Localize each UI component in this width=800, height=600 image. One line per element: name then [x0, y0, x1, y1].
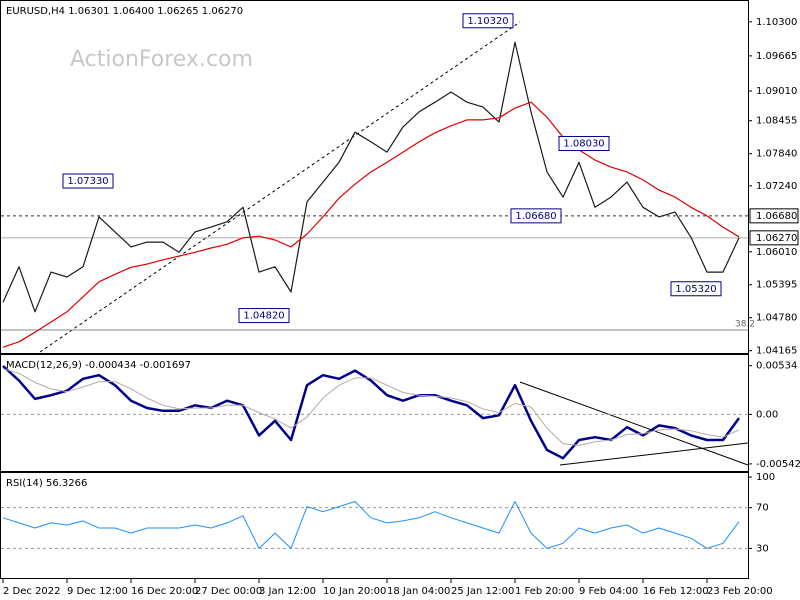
y-tick-label: 1.09665	[756, 51, 797, 62]
x-tick-label: 9 Dec 12:00	[67, 586, 128, 597]
trend-line	[39, 21, 521, 353]
annotation-box	[238, 308, 290, 324]
y-tick-label: 1.08455	[756, 116, 797, 127]
annotation-label: 1.05320	[675, 284, 716, 295]
series-line	[2, 101, 740, 348]
series-line	[2, 368, 740, 446]
y-tick-label: 1.04780	[756, 313, 797, 324]
price-box	[749, 208, 799, 224]
y-tick-label: 1.07240	[756, 181, 797, 192]
panel-title: RSI(14) 56.3266	[6, 478, 87, 489]
price-box	[749, 230, 799, 246]
x-tick-label: 10 Jan 20:00	[323, 586, 386, 597]
annotation-box	[510, 208, 562, 224]
y-tick-label: 70	[756, 503, 769, 514]
x-tick-label: 1 Feb 20:00	[515, 586, 574, 597]
x-tick-label: 9 Feb 04:00	[579, 586, 638, 597]
annotation-label: 1.07330	[67, 176, 108, 187]
x-tick-label: 27 Dec 00:00	[195, 586, 262, 597]
macd-trend-line	[519, 381, 749, 466]
annotation-box	[462, 13, 514, 29]
y-tick-label: 1.06010	[756, 247, 797, 258]
fib-label: 38.2	[735, 320, 755, 330]
series-line	[2, 41, 740, 313]
watermark: ActionForex.com	[70, 47, 253, 72]
price-box-label: 1.06680	[756, 211, 797, 222]
macd-panel-border	[0, 354, 749, 472]
annotation-label: 1.06680	[515, 211, 556, 222]
panel-title: EURUSD,H4 1.06301 1.06400 1.06265 1.0627…	[6, 6, 243, 17]
annotation-label: 1.10320	[467, 16, 508, 27]
y-tick-label: 0.00	[756, 409, 778, 420]
y-tick-label: 1.07840	[756, 149, 797, 160]
x-tick-label: 18 Jan 04:00	[387, 586, 450, 597]
x-tick-label: 23 Feb 20:00	[707, 586, 773, 597]
macd-trend-line	[559, 442, 749, 466]
price-box-label: 1.06270	[756, 233, 797, 244]
y-tick-label: 0.00534	[756, 361, 797, 372]
y-tick-label: 1.04165	[756, 346, 797, 357]
y-tick-label: 1.05395	[756, 280, 797, 291]
y-tick-label: -0.005421	[756, 459, 800, 470]
y-tick-label: 100	[756, 472, 775, 483]
price-panel-border	[0, 0, 749, 354]
annotation-label: 1.04820	[243, 311, 284, 322]
series-line	[2, 365, 741, 460]
y-tick-label: 1.09010	[756, 86, 797, 97]
rsi-panel-border	[0, 472, 749, 579]
annotation-box	[670, 281, 722, 297]
x-tick-label: 16 Dec 20:00	[131, 586, 198, 597]
series-line	[2, 501, 740, 549]
annotation-box	[62, 173, 114, 189]
x-tick-label: 3 Jan 12:00	[259, 586, 316, 597]
x-tick-label: 16 Feb 12:00	[643, 586, 709, 597]
y-tick-label: 1.10300	[756, 17, 797, 28]
annotation-box	[558, 136, 610, 152]
x-tick-label: 2 Dec 2022	[3, 586, 61, 597]
x-tick-label: 25 Jan 12:00	[451, 586, 514, 597]
annotation-label: 1.08030	[563, 139, 604, 150]
y-tick-label: 30	[756, 543, 769, 554]
panel-title: MACD(12,26,9) -0.000434 -0.001697	[6, 360, 191, 371]
